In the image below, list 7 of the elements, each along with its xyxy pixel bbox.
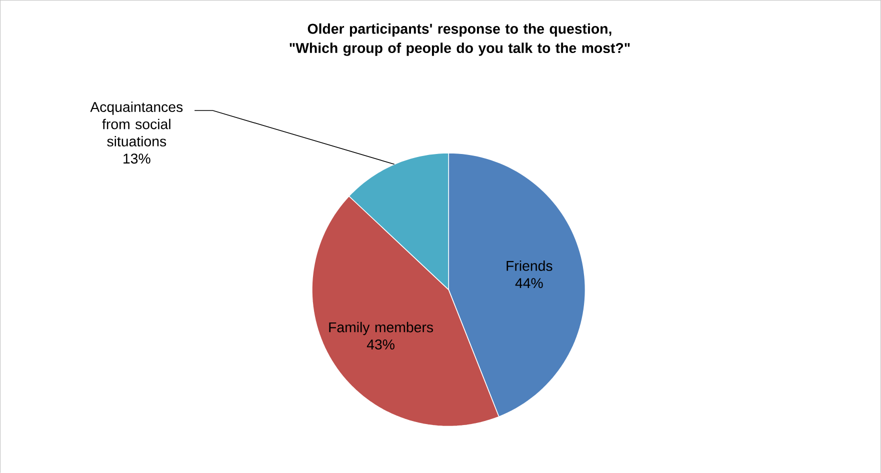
chart-title: Older participants' response to the question, "Which group of people do you talk to the most?" [290, 23, 630, 56]
data-label: 43% [366, 339, 394, 350]
slice-label: Family members [329, 322, 434, 336]
slice-label: Friends [506, 260, 552, 271]
data-label: 13% [124, 154, 150, 164]
data-label: 44% [515, 278, 543, 288]
slice-label: Acquaintances from social situations [90, 102, 183, 146]
